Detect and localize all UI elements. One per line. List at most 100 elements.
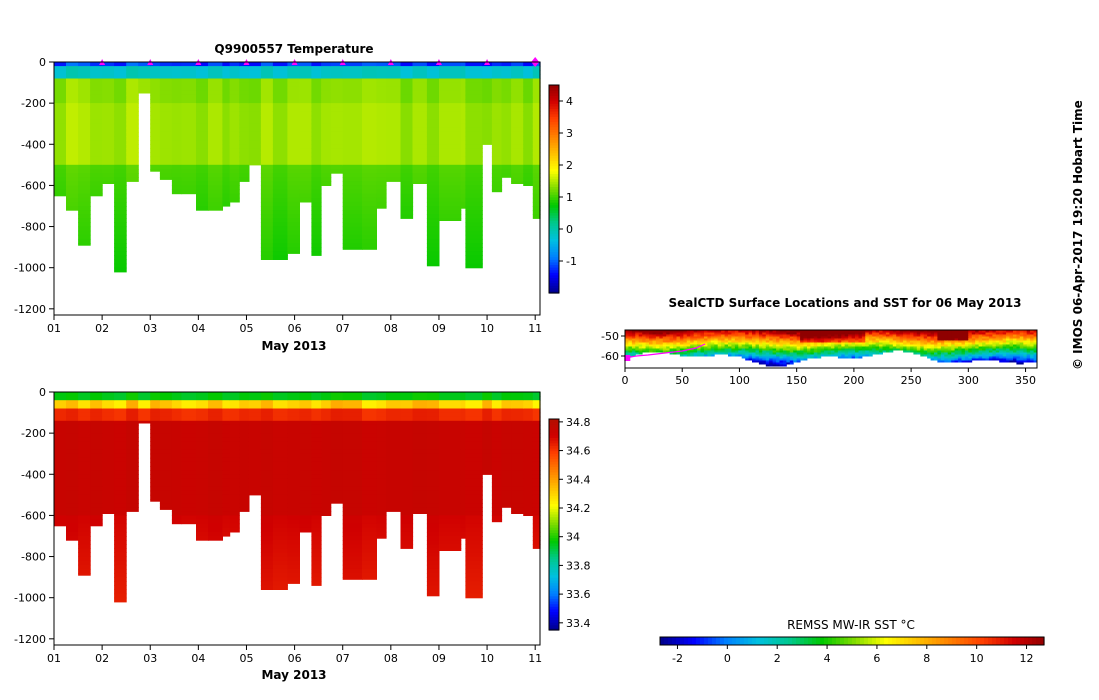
sst-cell bbox=[704, 334, 708, 337]
sst-cell bbox=[745, 354, 750, 357]
section-cell bbox=[342, 99, 363, 104]
sst-cell bbox=[662, 338, 667, 341]
section-cell bbox=[386, 111, 401, 117]
sst-cell bbox=[738, 350, 743, 353]
section-cell bbox=[272, 449, 288, 455]
sst-cell bbox=[975, 350, 980, 353]
section-cell bbox=[260, 197, 274, 203]
sst-cell bbox=[728, 330, 732, 333]
map-x-tick-label: 300 bbox=[958, 374, 979, 387]
section-cell bbox=[229, 103, 240, 108]
section-cell bbox=[150, 169, 161, 172]
section-cell bbox=[342, 420, 363, 426]
sst-cell bbox=[910, 344, 914, 347]
section-cell bbox=[260, 437, 274, 442]
sst-cell bbox=[700, 354, 705, 357]
section-cell bbox=[342, 531, 363, 537]
sst-cell bbox=[978, 332, 983, 335]
section-cell bbox=[321, 441, 332, 447]
section-cell bbox=[465, 412, 483, 418]
sst-cell bbox=[1016, 334, 1021, 337]
sst-cell bbox=[1009, 344, 1014, 347]
colorbar-swatch bbox=[549, 506, 559, 510]
sst-cell bbox=[947, 348, 952, 351]
sst-colorbar-swatch bbox=[972, 637, 977, 645]
colorbar-swatch bbox=[549, 100, 559, 104]
sst-cell bbox=[930, 338, 935, 341]
sst-cell bbox=[635, 332, 640, 335]
sst-cell bbox=[676, 352, 681, 355]
sst-cell bbox=[906, 334, 911, 337]
salinity-x-axis: 01 02 03 04 05 06 07 08 09 10 11 bbox=[47, 645, 542, 665]
sst-cell bbox=[964, 342, 969, 345]
sst-cell bbox=[1033, 338, 1038, 341]
section-cell bbox=[491, 486, 503, 492]
sst-cell bbox=[1033, 350, 1038, 353]
section-cell bbox=[412, 94, 428, 100]
sst-cell bbox=[1033, 330, 1038, 333]
section-cell bbox=[260, 214, 274, 219]
section-cell bbox=[260, 412, 274, 418]
section-cell bbox=[171, 189, 183, 195]
section-cell bbox=[171, 144, 183, 149]
sst-cell bbox=[779, 360, 784, 363]
sst-cell bbox=[964, 334, 969, 337]
sst-cell bbox=[817, 342, 822, 345]
sst-cell bbox=[779, 352, 784, 355]
section-cell bbox=[78, 424, 91, 430]
section-cell bbox=[114, 181, 127, 186]
sst-cell bbox=[885, 334, 890, 337]
section-cell bbox=[400, 536, 414, 541]
section-cell bbox=[287, 494, 300, 500]
section-cell bbox=[222, 523, 231, 529]
sst-cell bbox=[910, 332, 914, 335]
section-cell bbox=[78, 540, 91, 545]
sst-cell bbox=[906, 336, 911, 339]
section-cell bbox=[311, 437, 322, 442]
colorbar-swatch bbox=[549, 137, 559, 141]
section-cell bbox=[78, 99, 91, 104]
section-cell bbox=[376, 429, 387, 434]
colorbar-swatch bbox=[549, 540, 559, 544]
section-cell bbox=[159, 148, 173, 154]
section-cell bbox=[362, 131, 377, 137]
section-cell bbox=[511, 511, 524, 514]
section-cell bbox=[376, 503, 387, 508]
section-cell bbox=[90, 511, 103, 516]
section-cell bbox=[260, 111, 274, 117]
section-cell bbox=[400, 490, 414, 496]
sst-cell bbox=[807, 342, 811, 345]
sst-cell bbox=[954, 354, 959, 357]
section-cell bbox=[439, 527, 462, 533]
sst-cell bbox=[861, 340, 866, 343]
sst-cell bbox=[910, 348, 914, 351]
section-cell bbox=[426, 94, 440, 100]
colorbar-tick-label: 34 bbox=[566, 531, 580, 544]
section-cell bbox=[181, 412, 197, 418]
section-cell bbox=[511, 148, 524, 154]
sst-cell bbox=[940, 336, 945, 339]
section-cell bbox=[260, 115, 274, 121]
section-cell bbox=[376, 99, 387, 104]
section-cell bbox=[260, 218, 274, 223]
section-cell bbox=[150, 494, 161, 500]
salinity-plot-frame bbox=[53, 391, 541, 646]
section-cell bbox=[426, 243, 440, 248]
sst-cell bbox=[776, 340, 780, 343]
section-cell bbox=[376, 181, 387, 186]
section-cell bbox=[66, 412, 79, 418]
section-cell bbox=[460, 140, 466, 145]
section-cell bbox=[426, 119, 440, 125]
sst-cell bbox=[786, 350, 791, 353]
sst-cell bbox=[861, 346, 866, 349]
section-cell bbox=[287, 234, 300, 240]
section-cell bbox=[460, 197, 466, 203]
section-cell bbox=[66, 490, 79, 496]
sst-cell bbox=[995, 336, 1000, 339]
section-cell bbox=[181, 482, 197, 488]
section-cell bbox=[196, 177, 209, 182]
section-cell bbox=[400, 94, 414, 100]
section-cell bbox=[90, 482, 103, 488]
sst-cell bbox=[858, 356, 863, 359]
section-cell bbox=[426, 218, 440, 223]
